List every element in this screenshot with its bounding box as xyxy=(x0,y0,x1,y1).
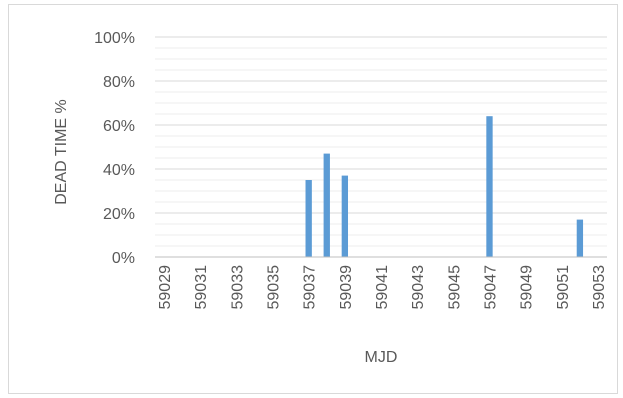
x-tick-label: 59031 xyxy=(193,265,210,310)
bar-59047 xyxy=(486,116,493,257)
x-tick-label: 59035 xyxy=(266,265,283,310)
y-axis-title: DEAD TIME % xyxy=(53,99,70,205)
bar-59037 xyxy=(305,180,312,257)
x-tick-label: 59045 xyxy=(446,265,463,310)
y-tick-label: 20% xyxy=(103,206,135,223)
x-tick-label: 59051 xyxy=(555,265,572,310)
y-tick-label: 60% xyxy=(103,118,135,135)
x-axis-title: MJD xyxy=(365,349,398,366)
x-tick-label: 59037 xyxy=(302,265,319,310)
x-tick-label: 59047 xyxy=(482,265,499,310)
x-tick-label: 59053 xyxy=(591,265,608,310)
bar-59038 xyxy=(323,153,330,257)
x-tick-label: 59043 xyxy=(410,265,427,310)
x-axis-tick-labels: 59029 59031 59033 59035 59037 59039 59041 59043… xyxy=(157,265,608,310)
gridlines xyxy=(155,36,607,247)
x-tick-label: 59049 xyxy=(519,265,536,310)
y-tick-label: 100% xyxy=(94,30,135,47)
y-tick-label: 40% xyxy=(103,162,135,179)
x-tick-label: 59039 xyxy=(338,265,355,310)
x-tick-label: 59029 xyxy=(157,265,174,310)
bars xyxy=(305,116,584,257)
x-tick-label: 59041 xyxy=(374,265,391,310)
x-tick-label: 59033 xyxy=(229,265,246,310)
y-tick-label: 0% xyxy=(112,250,135,267)
bar-59039 xyxy=(341,175,349,257)
y-axis-tick-labels: 0% 20% 40% 60% 80% 100% xyxy=(94,30,135,267)
chart-frame xyxy=(8,4,618,394)
y-tick-label: 80% xyxy=(103,74,135,91)
bar-59052 xyxy=(576,219,584,257)
